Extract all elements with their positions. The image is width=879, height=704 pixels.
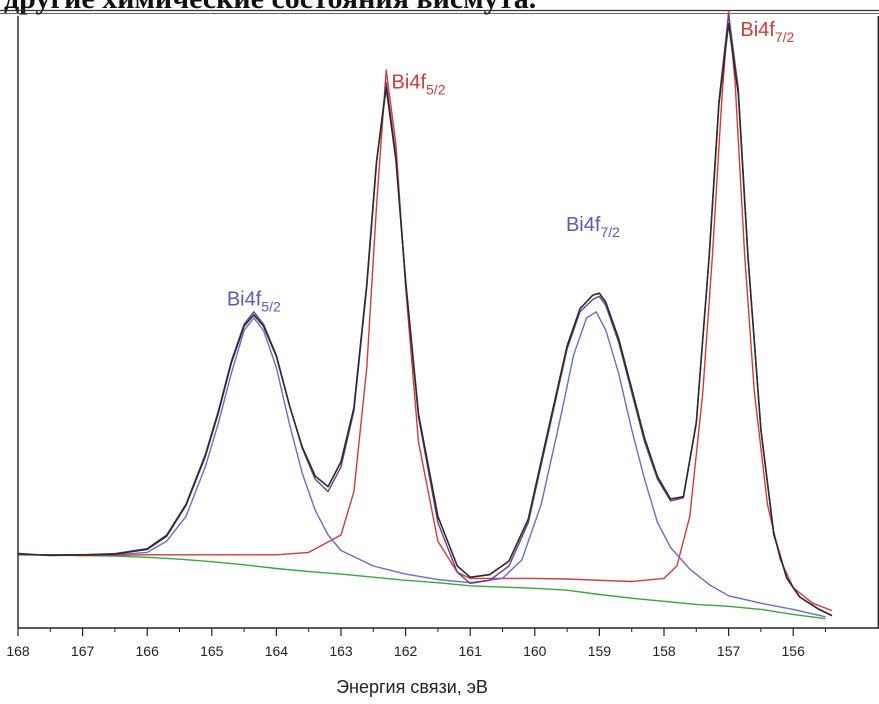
x-tick-label: 165 — [200, 643, 224, 659]
peak-label: Bi4f5/2 — [227, 289, 281, 315]
x-tick-label: 162 — [394, 643, 418, 659]
series-line-envelope — [18, 13, 833, 617]
peak-label: Bi4f7/2 — [566, 214, 620, 240]
series-line-background — [18, 554, 826, 620]
x-tick-label: 157 — [717, 643, 741, 659]
peak-label-main: Bi4f — [392, 72, 427, 94]
x-tick-label: 163 — [329, 643, 353, 659]
peak-label-subscript: 7/2 — [600, 224, 620, 240]
top-text: другие химические состояния висмута. — [4, 0, 536, 15]
x-tick-label: 164 — [265, 643, 289, 659]
peak-label: Bi4f5/2 — [392, 72, 446, 98]
x-tick-label: 160 — [523, 643, 547, 659]
peak-label-main: Bi4f — [227, 289, 262, 311]
plot-area — [17, 10, 833, 620]
peak-label-main: Bi4f — [566, 214, 601, 236]
series-line-measured — [17, 22, 833, 617]
x-tick-label: 158 — [652, 643, 676, 659]
peak-label: Bi4f7/2 — [740, 19, 794, 45]
peak-label-subscript: 5/2 — [426, 82, 446, 98]
peak-label-subscript: 5/2 — [261, 299, 281, 315]
series-line-red-component — [17, 10, 833, 612]
x-tick-label: 161 — [459, 643, 483, 659]
peak-label-main: Bi4f — [740, 19, 775, 41]
series-line-blue-component — [18, 311, 826, 618]
peak-label-subscript: 7/2 — [775, 29, 795, 45]
x-axis-title: Энергия связи, эВ — [336, 677, 488, 697]
x-tick-label: 156 — [782, 643, 806, 659]
x-tick-label: 166 — [136, 643, 160, 659]
x-tick-label: 167 — [71, 643, 95, 659]
x-tick-label: 168 — [6, 643, 30, 659]
x-axis: 168 167 166 165 164 163 162 161 160 159 158 157 156 — [6, 16, 879, 659]
x-tick-label: 159 — [588, 643, 612, 659]
